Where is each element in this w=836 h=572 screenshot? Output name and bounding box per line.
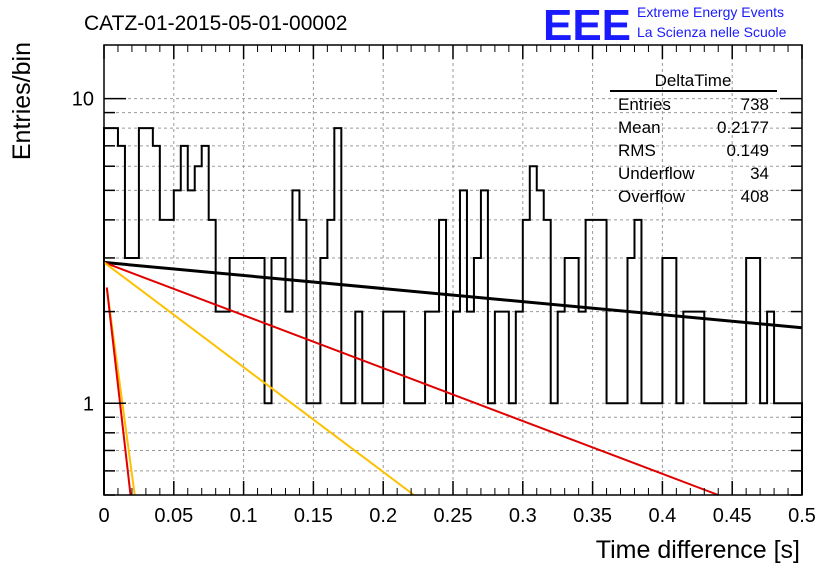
stats-row-value: 738 [741, 95, 769, 114]
logo-line-2: La Scienza nelle Scuole [637, 24, 787, 40]
x-axis-title: Time difference [s] [596, 536, 800, 564]
fit-line [103, 261, 719, 496]
x-tick-label: 0.05 [154, 505, 193, 527]
x-tick-label: 0.25 [434, 505, 473, 527]
x-tick-label: 0 [98, 505, 109, 527]
x-tick-label: 0.15 [294, 505, 333, 527]
stats-row-label: Mean [618, 118, 661, 137]
logo-line-1: Extreme Energy Events [637, 4, 784, 20]
x-tick-label: 0.35 [573, 505, 612, 527]
y-tick-labels: 1 10 [72, 89, 94, 416]
logo-mark: EEE [543, 1, 631, 50]
fit-line [105, 287, 132, 496]
histogram [103, 127, 803, 495]
stats-row-label: RMS [618, 141, 656, 160]
stats-row-value: 0.149 [726, 141, 769, 160]
fit-line [103, 260, 803, 330]
y-tick-label: 10 [72, 89, 94, 111]
x-tick-label: 0.2 [369, 505, 397, 527]
x-tick-label: 0.3 [509, 505, 537, 527]
stats-row-label: Overflow [618, 187, 686, 206]
stats-row-label: Entries [618, 95, 671, 114]
x-tick-label: 0.5 [788, 505, 816, 527]
histogram-outline [103, 127, 803, 495]
axis-ticks [103, 45, 803, 496]
chart-title: CATZ-01-2015-05-01-00002 [84, 12, 347, 35]
x-tick-labels: 0 0.05 0.1 0.15 0.2 0.25 0.3 0.35 0.4 0.45 0.5 [98, 505, 815, 527]
stats-box-rows: Entries 738 Mean 0.2177 RMS 0.149 Underflow 34 O… [618, 95, 769, 206]
stats-row-value: 34 [750, 164, 769, 183]
stats-box: DeltaTime Entries 738 Mean 0.2177 RMS 0.149 Un… [610, 71, 777, 206]
x-tick-label: 0.45 [713, 505, 752, 527]
y-axis-title: Entries/bin [8, 42, 36, 160]
x-tick-label: 0.1 [230, 505, 258, 527]
y-tick-label: 1 [83, 393, 94, 415]
grid [104, 45, 802, 495]
stats-box-title: DeltaTime [655, 71, 732, 90]
stats-row-value: 0.2177 [717, 118, 769, 137]
stats-row-label: Underflow [618, 164, 695, 183]
stats-row-value: 408 [741, 187, 769, 206]
fit-line [103, 261, 415, 496]
fit-lines [103, 260, 803, 496]
eee-logo: EEE Extreme Energy Events La Scienza nel… [543, 1, 787, 50]
x-tick-label: 0.4 [648, 505, 676, 527]
